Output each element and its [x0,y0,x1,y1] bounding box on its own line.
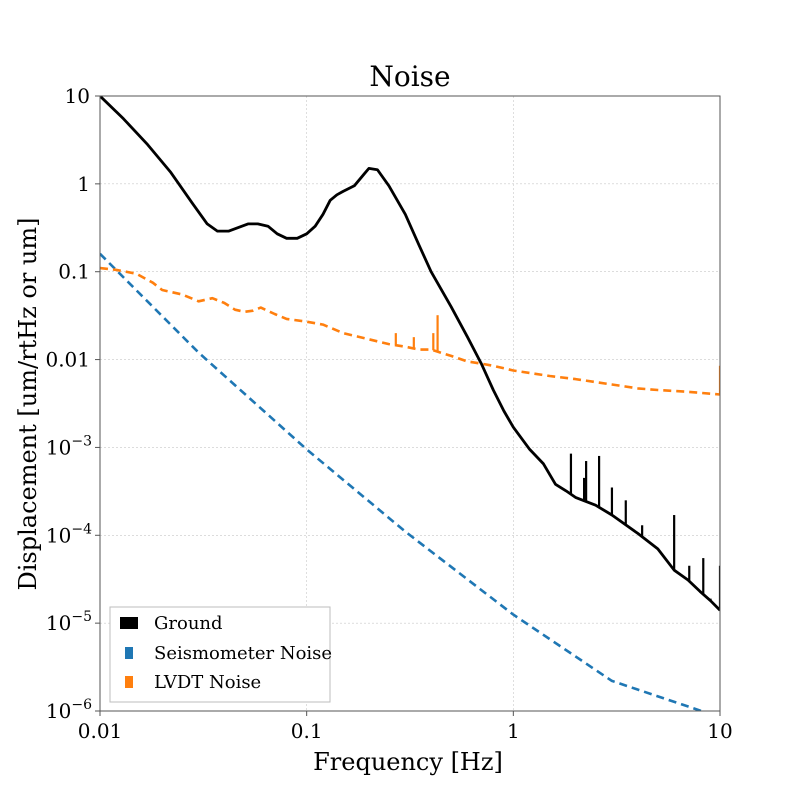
y-tick-label: 1 [77,172,90,196]
x-axis-label: Frequency [Hz] [313,748,503,776]
x-tick-label: 0.1 [291,719,323,743]
series-line-seismometer-noise [100,252,706,711]
legend-swatch-ground [120,617,138,629]
legend-box [109,606,331,703]
y-tick-label: 10−4 [46,521,92,547]
plot-frame [99,95,721,712]
y-tick-label: 10−3 [46,433,92,459]
series-ground [100,96,720,612]
y-tick-label: 10 [65,84,90,108]
x-tick-label: 10 [707,719,732,743]
ticks: 0.01 0.1 1 10 10 1 0.1 0.01 10−3 10−4 10−5 10−6 [45,84,732,743]
x-tick-label: 1 [507,719,520,743]
legend-swatch-lvdt [125,676,133,688]
y-tick-label: 10−6 [46,697,92,723]
legend-label-seismometer: Seismometer Noise [154,643,332,664]
y-axis-label: Displacement [um/rtHz or um] [14,217,42,590]
series-line-lvdt-noise [100,266,720,396]
chart-title: Noise [369,60,450,93]
series-layer [100,96,720,711]
legend: Ground Seismometer Noise LVDT Noise [109,606,332,703]
x-tick-label: 0.01 [78,719,123,743]
y-tick-label: 10−5 [46,609,92,635]
series-lvdt-noise [100,266,720,396]
y-tick-label: 0.01 [45,348,90,372]
legend-label-ground: Ground [154,613,223,634]
legend-swatch-seismometer [125,647,133,659]
legend-label-lvdt: LVDT Noise [154,672,261,693]
series-line-ground [100,96,720,612]
y-tick-label: 0.1 [58,260,90,284]
